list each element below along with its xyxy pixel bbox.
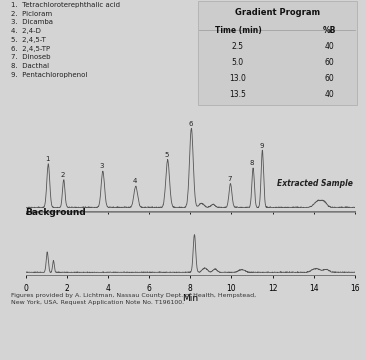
Text: Extracted Sample: Extracted Sample	[277, 179, 353, 188]
Text: 13.5: 13.5	[229, 90, 246, 99]
Text: 5: 5	[164, 152, 169, 158]
Text: %B: %B	[323, 26, 336, 35]
Text: 2: 2	[60, 172, 65, 178]
Text: 5.0: 5.0	[232, 58, 244, 67]
X-axis label: Min: Min	[182, 294, 198, 303]
Text: 4: 4	[132, 179, 137, 184]
Text: 8: 8	[250, 160, 254, 166]
Text: 60: 60	[325, 58, 334, 67]
Text: 1: 1	[45, 156, 49, 162]
Text: 60: 60	[325, 74, 334, 83]
Text: Figures provided by A. Lichtman, Nassau County Dept. of Health, Hempstead,
New Y: Figures provided by A. Lichtman, Nassau …	[11, 293, 256, 305]
Text: 2.5: 2.5	[232, 42, 244, 51]
Text: 9: 9	[259, 143, 264, 149]
Text: 6: 6	[188, 121, 193, 127]
Text: Background: Background	[26, 208, 86, 217]
Text: 7: 7	[227, 176, 232, 182]
Text: 40: 40	[325, 90, 334, 99]
Text: 13.0: 13.0	[229, 74, 246, 83]
Text: 1.  Tetrachloroterephthalic acid
2.  Picloram
3.  Dicamba
4.  2,4-D
5.  2,4,5-T
: 1. Tetrachloroterephthalic acid 2. Piclo…	[11, 2, 120, 78]
Text: 40: 40	[325, 42, 334, 51]
Text: 3: 3	[100, 163, 104, 170]
Text: Gradient Program: Gradient Program	[235, 8, 320, 17]
Text: Time (min): Time (min)	[214, 26, 261, 35]
